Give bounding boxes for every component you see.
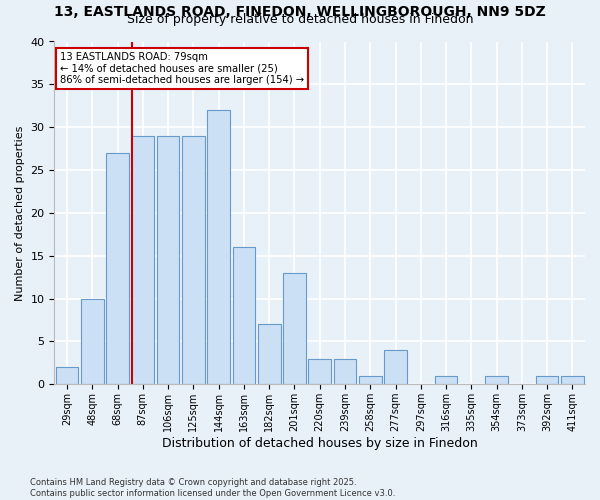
Text: 13 EASTLANDS ROAD: 79sqm
← 14% of detached houses are smaller (25)
86% of semi-d: 13 EASTLANDS ROAD: 79sqm ← 14% of detach…	[60, 52, 304, 85]
Bar	[536, 376, 559, 384]
Bar	[258, 324, 281, 384]
Bar	[485, 376, 508, 384]
Bar	[81, 298, 104, 384]
Bar	[106, 153, 129, 384]
Y-axis label: Number of detached properties: Number of detached properties	[15, 125, 25, 300]
Bar	[233, 247, 255, 384]
Text: 13, EASTLANDS ROAD, FINEDON, WELLINGBOROUGH, NN9 5DZ: 13, EASTLANDS ROAD, FINEDON, WELLINGBORO…	[54, 5, 546, 19]
Bar	[308, 358, 331, 384]
X-axis label: Distribution of detached houses by size in Finedon: Distribution of detached houses by size …	[162, 437, 478, 450]
Bar	[157, 136, 179, 384]
Text: Contains HM Land Registry data © Crown copyright and database right 2025.
Contai: Contains HM Land Registry data © Crown c…	[30, 478, 395, 498]
Bar	[561, 376, 584, 384]
Bar	[131, 136, 154, 384]
Bar	[207, 110, 230, 384]
Bar	[334, 358, 356, 384]
Text: Size of property relative to detached houses in Finedon: Size of property relative to detached ho…	[127, 12, 473, 26]
Bar	[384, 350, 407, 384]
Bar	[283, 273, 306, 384]
Bar	[182, 136, 205, 384]
Bar	[359, 376, 382, 384]
Bar	[56, 367, 79, 384]
Bar	[434, 376, 457, 384]
